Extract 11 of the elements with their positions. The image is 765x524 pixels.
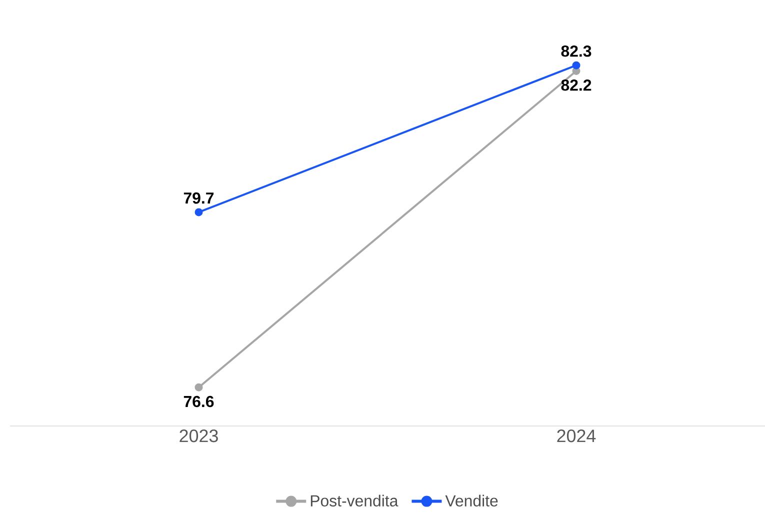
legend-label: Post-vendita [310, 494, 398, 506]
data-label: 82.3 [561, 45, 592, 57]
point [572, 61, 580, 70]
legend-label: Vendite [445, 494, 498, 506]
x-tick-label: 2024 [557, 430, 596, 442]
x-tick-label: 2023 [180, 430, 218, 442]
point [194, 208, 203, 216]
data-label: 76.6 [184, 396, 214, 408]
data-label: 79.7 [184, 192, 214, 204]
data-label: 82.2 [561, 79, 592, 91]
point [194, 383, 203, 392]
